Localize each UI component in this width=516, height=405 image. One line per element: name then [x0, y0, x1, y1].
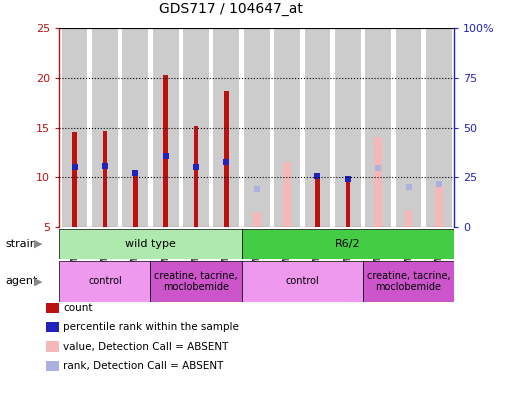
Bar: [183, 28, 209, 227]
Bar: [214, 28, 239, 227]
Bar: [224, 91, 229, 227]
Bar: [365, 28, 391, 227]
Text: count: count: [63, 303, 92, 313]
Bar: [72, 132, 77, 227]
Bar: [363, 261, 454, 302]
Bar: [274, 28, 300, 227]
Text: ▶: ▶: [35, 277, 43, 286]
Text: strain: strain: [5, 239, 37, 249]
Text: creatine, tacrine,
moclobemide: creatine, tacrine, moclobemide: [367, 271, 450, 292]
Bar: [153, 28, 179, 227]
Bar: [61, 28, 87, 227]
Bar: [151, 261, 241, 302]
Bar: [335, 28, 361, 227]
Text: wild type: wild type: [125, 239, 176, 249]
Bar: [396, 28, 422, 227]
Bar: [346, 180, 350, 227]
Bar: [133, 174, 138, 227]
Bar: [241, 261, 363, 302]
Text: creatine, tacrine,
moclobemide: creatine, tacrine, moclobemide: [154, 271, 238, 292]
Bar: [59, 229, 241, 259]
Bar: [59, 261, 151, 302]
Bar: [283, 162, 291, 227]
Bar: [241, 229, 454, 259]
Text: rank, Detection Call = ABSENT: rank, Detection Call = ABSENT: [63, 361, 223, 371]
Text: percentile rank within the sample: percentile rank within the sample: [63, 322, 239, 332]
Text: agent: agent: [5, 277, 38, 286]
Text: ▶: ▶: [35, 239, 43, 249]
Bar: [253, 212, 261, 227]
Bar: [122, 28, 148, 227]
Bar: [244, 28, 270, 227]
Bar: [315, 176, 320, 227]
Bar: [304, 28, 330, 227]
Text: control: control: [285, 277, 319, 286]
Bar: [405, 210, 412, 227]
Text: GDS717 / 104647_at: GDS717 / 104647_at: [159, 2, 303, 16]
Bar: [164, 75, 168, 227]
Bar: [426, 28, 452, 227]
Bar: [194, 126, 198, 227]
Bar: [375, 138, 382, 227]
Bar: [92, 28, 118, 227]
Bar: [435, 184, 443, 227]
Text: value, Detection Call = ABSENT: value, Detection Call = ABSENT: [63, 342, 228, 352]
Bar: [103, 130, 107, 227]
Text: R6/2: R6/2: [335, 239, 361, 249]
Text: control: control: [88, 277, 122, 286]
